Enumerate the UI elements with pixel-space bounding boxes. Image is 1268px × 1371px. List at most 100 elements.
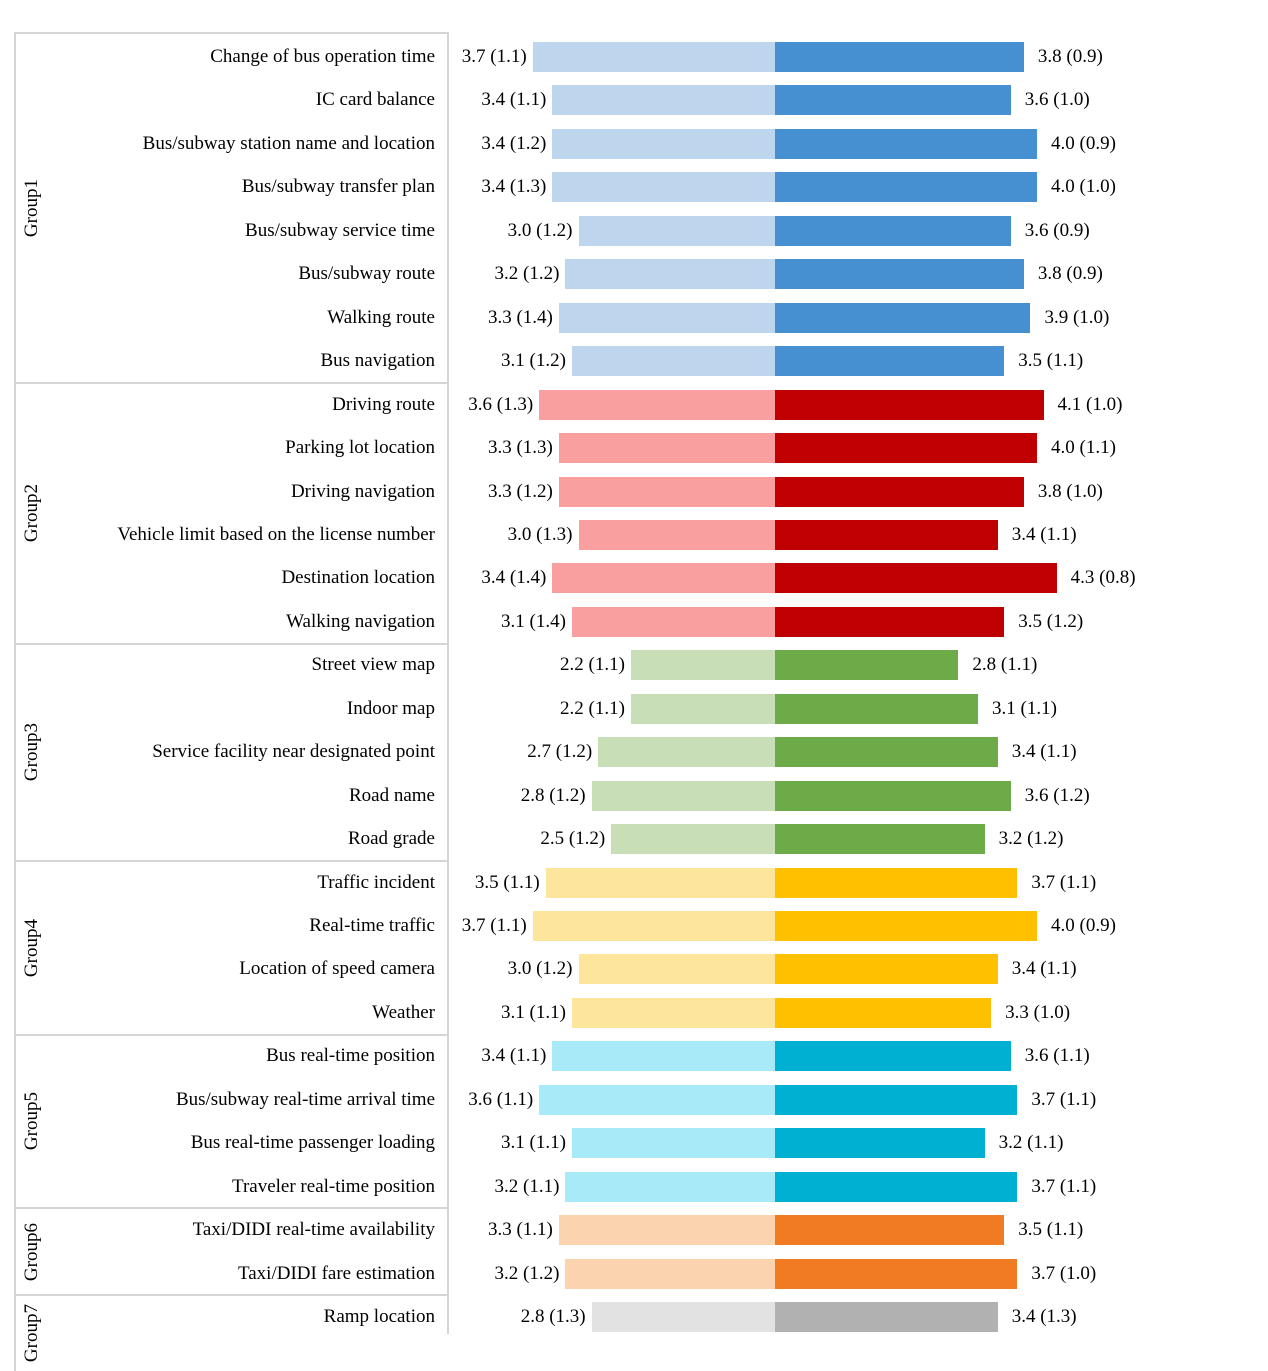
- left-bar: [611, 824, 775, 855]
- group-label: Group1: [21, 178, 42, 237]
- left-bar: [552, 563, 775, 594]
- item-label: Bus/subway route: [298, 263, 435, 285]
- left-bar: [532, 911, 775, 941]
- right-bar: [775, 42, 1024, 72]
- left-bar: [558, 476, 775, 507]
- right-value-label: 4.3 (0.8): [1070, 567, 1136, 589]
- left-bar: [552, 1041, 775, 1072]
- left-value-label: 3.3 (1.2): [487, 480, 553, 502]
- group-separator-line: [14, 381, 449, 384]
- item-label: Bus real-time passenger loading: [190, 1132, 435, 1154]
- left-bar: [552, 128, 775, 159]
- group-label: Group3: [21, 723, 42, 782]
- group-label-cell: Group4: [14, 861, 50, 1035]
- group-label-cell: Group3: [14, 644, 50, 861]
- item-label: Traffic incident: [317, 871, 435, 893]
- right-bar: [775, 606, 1005, 637]
- right-value-label: 3.4 (1.3): [1011, 1306, 1077, 1328]
- right-value-label: 4.0 (1.1): [1051, 437, 1116, 459]
- item-label: Driving route: [332, 393, 435, 415]
- left-value-label: 3.6 (1.1): [468, 1088, 534, 1110]
- item-label: Change of bus operation time: [210, 46, 435, 67]
- left-bar: [571, 346, 775, 377]
- left-bar: [558, 302, 775, 333]
- right-bar: [775, 911, 1037, 941]
- right-bar: [775, 1171, 1018, 1202]
- item-label: IC card balance: [315, 89, 435, 111]
- left-bar: [565, 259, 775, 290]
- left-bar: [565, 1171, 775, 1202]
- group-label-cell: Group6: [14, 1208, 50, 1295]
- item-label: Bus real-time position: [266, 1045, 435, 1067]
- left-bar: [552, 172, 775, 203]
- right-value-label: 3.2 (1.2): [998, 828, 1064, 850]
- right-bar: [775, 1128, 985, 1159]
- left-bar: [578, 519, 775, 550]
- left-value-label: 2.5 (1.2): [540, 828, 606, 850]
- group-label-cell: Group5: [14, 1035, 50, 1209]
- left-bar: [571, 1128, 775, 1159]
- group-label: Group7: [21, 1304, 42, 1363]
- item-label: Bus navigation: [320, 350, 435, 372]
- left-value-label: 2.2 (1.1): [560, 654, 625, 676]
- left-value-label: 3.3 (1.4): [487, 306, 553, 328]
- right-bar: [775, 85, 1011, 116]
- left-bar: [591, 780, 775, 811]
- right-bar: [775, 128, 1037, 159]
- left-value-label: 3.0 (1.2): [507, 219, 573, 241]
- right-bar: [775, 997, 992, 1028]
- group-separator-line: [14, 1294, 449, 1297]
- item-label: Vehicle limit based on the license numbe…: [117, 523, 435, 545]
- right-value-label: 4.0 (0.9): [1051, 915, 1116, 936]
- item-label: Indoor map: [346, 697, 435, 719]
- item-label: Weather: [372, 1001, 435, 1023]
- item-label: Traveler real-time position: [232, 1175, 435, 1197]
- group-label-cell: Group2: [14, 383, 50, 644]
- right-value-label: 3.6 (1.2): [1024, 784, 1090, 806]
- left-bar: [571, 997, 775, 1028]
- right-value-label: 3.2 (1.1): [998, 1132, 1064, 1154]
- item-label: Taxi/DIDI real-time availability: [192, 1219, 435, 1241]
- left-value-label: 3.4 (1.3): [481, 176, 547, 198]
- right-bar: [775, 346, 1005, 377]
- right-bar: [775, 1258, 1018, 1289]
- left-bar: [598, 737, 775, 768]
- right-value-label: 3.9 (1.0): [1044, 306, 1110, 328]
- left-value-label: 3.1 (1.4): [501, 610, 566, 632]
- item-label: Destination location: [281, 567, 435, 589]
- left-value-label: 2.7 (1.2): [527, 741, 593, 763]
- left-value-label: 2.8 (1.3): [520, 1306, 586, 1328]
- left-value-label: 3.6 (1.3): [468, 393, 534, 415]
- left-value-label: 2.2 (1.1): [560, 697, 625, 719]
- right-value-label: 3.5 (1.2): [1018, 610, 1084, 632]
- group-label: Group6: [21, 1222, 42, 1281]
- right-bar: [775, 302, 1031, 333]
- group-label: Group4: [21, 918, 42, 977]
- right-bar: [775, 693, 979, 724]
- left-value-label: 3.1 (1.1): [501, 1132, 566, 1154]
- right-bar: [775, 563, 1057, 594]
- left-value-label: 3.4 (1.1): [481, 1045, 547, 1067]
- right-value-label: 4.0 (1.0): [1051, 176, 1116, 198]
- right-bar: [775, 519, 998, 550]
- left-value-label: 3.5 (1.1): [474, 871, 540, 893]
- item-label: Bus/subway station name and location: [142, 132, 435, 154]
- right-value-label: 3.4 (1.1): [1011, 523, 1077, 545]
- item-label: Ramp location: [323, 1306, 435, 1328]
- item-label: Location of speed camera: [239, 958, 435, 980]
- left-bar: [630, 693, 775, 724]
- left-bar: [532, 42, 775, 72]
- left-bar: [578, 215, 775, 246]
- right-value-label: 3.4 (1.1): [1011, 958, 1077, 980]
- right-value-label: 3.7 (1.1): [1031, 1175, 1097, 1197]
- left-value-label: 3.7 (1.1): [461, 46, 527, 67]
- right-value-label: 3.7 (1.0): [1031, 1262, 1097, 1284]
- left-border-line: [14, 33, 16, 1371]
- left-bar: [571, 606, 775, 637]
- right-bar: [775, 476, 1024, 507]
- right-value-label: 3.3 (1.0): [1005, 1001, 1071, 1023]
- right-bar: [775, 780, 1011, 811]
- left-value-label: 3.0 (1.3): [507, 523, 573, 545]
- left-bar: [558, 1215, 775, 1246]
- left-bar: [630, 650, 775, 681]
